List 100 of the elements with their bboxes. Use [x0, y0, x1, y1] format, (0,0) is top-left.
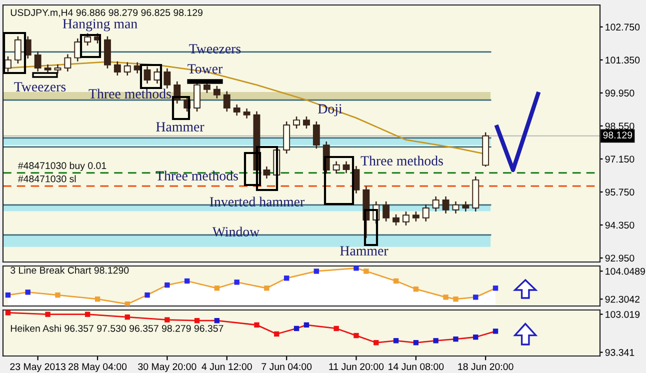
point — [492, 328, 498, 334]
ref-line-label: #48471030 buy 0.01 — [18, 162, 106, 171]
x-tick-label: 23 May 2013 — [10, 363, 66, 372]
y-tick-label: 97.150 — [605, 156, 634, 163]
y-tick-label: 101.350 — [606, 56, 640, 64]
y-tick-label: 93.341 — [605, 349, 634, 356]
annotation: Hammer — [156, 122, 204, 132]
y-tick-label: 104.0489 — [606, 268, 645, 275]
candlestick — [164, 68, 171, 90]
candlestick — [342, 160, 350, 174]
point — [5, 310, 11, 316]
point — [284, 276, 290, 281]
point — [473, 334, 478, 340]
point — [214, 286, 220, 291]
candlestick — [263, 166, 270, 180]
candlestick — [442, 196, 450, 214]
candlestick — [213, 85, 220, 99]
x-tick-label: 28 May 04:00 — [68, 363, 127, 372]
point — [453, 296, 458, 302]
point — [354, 332, 359, 338]
candlestick — [412, 210, 420, 222]
point — [124, 301, 130, 306]
y-tick-label: 94.350 — [605, 222, 634, 229]
point — [393, 338, 399, 344]
annotation: Inverted hammer — [210, 196, 304, 206]
candlestick — [392, 214, 400, 226]
annotation: Tweezers — [189, 44, 241, 54]
annotation: Window — [212, 226, 260, 237]
text: Heiken Ashi 96.357 97.530 96.357 98.279 96.357 — [10, 324, 224, 332]
annotation: Three methods — [88, 88, 171, 98]
candlestick — [233, 104, 240, 116]
point — [45, 312, 50, 317]
candlestick — [144, 66, 151, 84]
point — [164, 317, 170, 322]
point — [194, 318, 200, 324]
point — [492, 286, 498, 291]
y-tick-label: 99.950 — [605, 90, 634, 97]
chart-title: 3 Line Break Chart 98.1290 — [10, 266, 129, 274]
ref-line-label: #48471030 sl — [18, 175, 76, 182]
candlestick — [124, 62, 131, 76]
point — [374, 340, 379, 346]
candlestick — [432, 196, 440, 212]
x-tick-label: 11 Jun 20:00 — [329, 363, 384, 370]
candlestick — [84, 32, 92, 46]
y-tick-label: 92.950 — [605, 254, 634, 262]
annotation: Three methods — [360, 156, 443, 166]
y-tick-label: 98.550 — [605, 122, 634, 130]
point — [144, 292, 150, 298]
point — [55, 292, 60, 298]
point — [413, 340, 419, 346]
point — [443, 294, 448, 300]
point — [254, 322, 260, 328]
candlestick — [64, 54, 72, 72]
candlestick — [303, 116, 310, 130]
candlestick — [223, 90, 230, 112]
point — [453, 336, 458, 342]
point — [294, 326, 300, 332]
annotation: Tower — [188, 64, 223, 74]
candlestick — [402, 210, 410, 226]
point — [274, 331, 280, 337]
point — [124, 314, 130, 320]
candlestick — [312, 120, 320, 150]
x-tick-label: 7 Jun 04:00 — [262, 363, 312, 370]
annotation: Hammer — [340, 246, 388, 256]
point — [184, 278, 190, 284]
point — [164, 282, 170, 288]
x-tick-label: 14 Jun 08:00 — [388, 363, 444, 370]
annotation: Tweezers — [14, 82, 66, 92]
candlestick — [293, 116, 300, 130]
candlestick — [462, 200, 470, 212]
annotation: Three methods — [156, 170, 238, 180]
candlestick — [422, 204, 430, 222]
x-tick-label: 30 May 20:00 — [138, 363, 196, 372]
x-tick-label: 18 Jun 20:00 — [458, 363, 514, 370]
chart-title: USDJPY.m,H4 96.886 98.279 96.825 98.129 — [10, 9, 202, 18]
point — [364, 268, 369, 274]
annotation: Hanging man — [62, 19, 138, 32]
ref-line-label: 98.129 — [603, 132, 632, 138]
candlestick — [452, 200, 460, 214]
point — [214, 318, 220, 324]
y-tick-label: 92.3042 — [605, 296, 640, 303]
point — [25, 290, 30, 295]
point — [264, 286, 270, 291]
point — [334, 326, 339, 332]
point — [354, 266, 359, 271]
y-tick-label: 103.019 — [606, 310, 640, 318]
point — [94, 296, 100, 302]
point — [433, 338, 438, 344]
y-tick-label: 102.750 — [606, 24, 640, 31]
candlestick — [243, 108, 250, 120]
candlestick — [114, 60, 121, 76]
point — [234, 280, 240, 285]
candlestick — [14, 36, 22, 64]
candlestick — [382, 200, 390, 222]
candlestick — [332, 160, 340, 174]
candlestick — [34, 50, 42, 72]
point — [314, 268, 320, 274]
point — [473, 294, 478, 300]
point — [84, 312, 90, 317]
point — [393, 278, 399, 284]
